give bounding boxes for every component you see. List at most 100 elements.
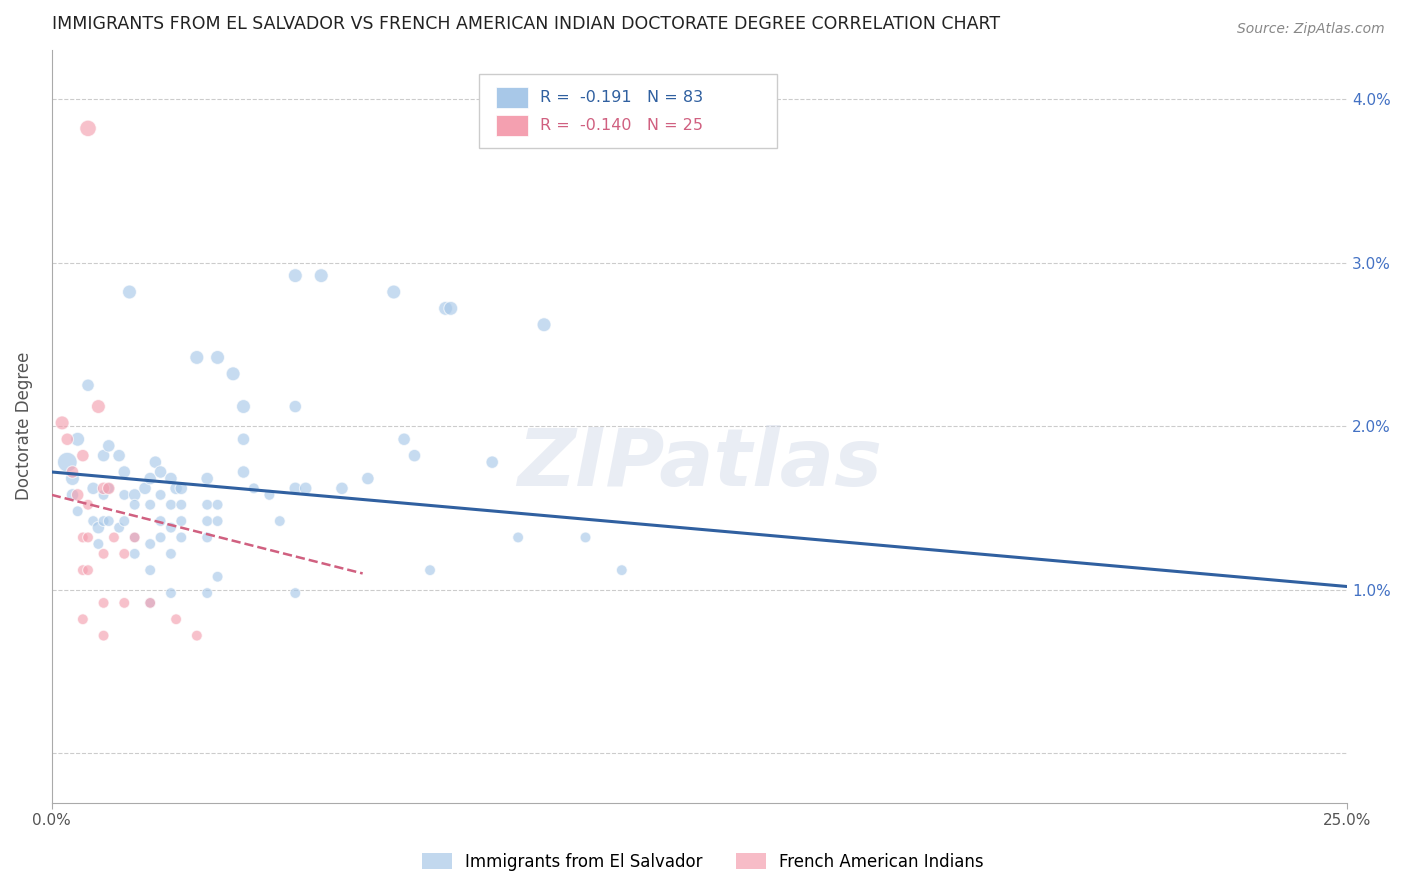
Point	[160, 471, 183, 485]
FancyBboxPatch shape	[496, 87, 529, 108]
Point	[160, 547, 183, 561]
Point	[195, 586, 218, 600]
Point	[112, 488, 135, 502]
Point	[103, 531, 125, 545]
Point	[186, 351, 208, 365]
Point	[112, 465, 135, 479]
Point	[434, 301, 457, 316]
Point	[149, 465, 172, 479]
Point	[160, 586, 183, 600]
Point	[112, 596, 135, 610]
Point	[93, 449, 115, 463]
Point	[222, 367, 245, 381]
Point	[357, 471, 380, 485]
Point	[186, 629, 208, 643]
Point	[284, 481, 307, 495]
Point	[404, 449, 426, 463]
Point	[160, 498, 183, 512]
Point	[195, 514, 218, 528]
Point	[139, 596, 162, 610]
Point	[62, 471, 84, 485]
Point	[93, 514, 115, 528]
Point	[124, 488, 146, 502]
Point	[207, 570, 229, 584]
Point	[72, 612, 94, 626]
Point	[232, 432, 254, 446]
Point	[170, 498, 193, 512]
Point	[330, 481, 353, 495]
Point	[66, 504, 89, 518]
Point	[481, 455, 503, 469]
Point	[139, 563, 162, 577]
Point	[170, 514, 193, 528]
Point	[72, 449, 94, 463]
Point	[139, 498, 162, 512]
Point	[195, 531, 218, 545]
Point	[574, 531, 596, 545]
Point	[72, 563, 94, 577]
FancyBboxPatch shape	[496, 115, 529, 136]
Point	[87, 537, 110, 551]
Point	[97, 514, 120, 528]
Point	[82, 514, 104, 528]
Point	[139, 537, 162, 551]
Point	[124, 531, 146, 545]
Point	[207, 351, 229, 365]
Legend: Immigrants from El Salvador, French American Indians: Immigrants from El Salvador, French Amer…	[413, 845, 993, 880]
Point	[207, 498, 229, 512]
Point	[243, 481, 266, 495]
Point	[170, 531, 193, 545]
Point	[269, 514, 291, 528]
Point	[294, 481, 316, 495]
Point	[77, 498, 100, 512]
Text: ZIPatlas: ZIPatlas	[517, 425, 882, 503]
Point	[62, 488, 84, 502]
Point	[170, 481, 193, 495]
Point	[309, 268, 332, 283]
Point	[134, 481, 156, 495]
Point	[87, 521, 110, 535]
Text: IMMIGRANTS FROM EL SALVADOR VS FRENCH AMERICAN INDIAN DOCTORATE DEGREE CORRELATI: IMMIGRANTS FROM EL SALVADOR VS FRENCH AM…	[52, 15, 1000, 33]
Point	[108, 521, 131, 535]
Point	[419, 563, 441, 577]
Point	[124, 531, 146, 545]
Point	[66, 432, 89, 446]
Point	[259, 488, 281, 502]
Point	[284, 268, 307, 283]
Point	[97, 439, 120, 453]
Point	[118, 285, 141, 299]
Point	[93, 481, 115, 495]
Y-axis label: Doctorate Degree: Doctorate Degree	[15, 352, 32, 500]
Point	[93, 596, 115, 610]
Point	[195, 471, 218, 485]
Point	[62, 465, 84, 479]
Point	[124, 547, 146, 561]
Point	[232, 400, 254, 414]
Point	[87, 400, 110, 414]
Point	[51, 416, 73, 430]
Point	[160, 521, 183, 535]
Point	[165, 481, 187, 495]
Point	[93, 547, 115, 561]
Point	[77, 378, 100, 392]
Point	[149, 514, 172, 528]
Point	[207, 514, 229, 528]
Point	[56, 455, 79, 469]
Point	[77, 531, 100, 545]
Point	[284, 586, 307, 600]
Point	[284, 400, 307, 414]
Point	[195, 498, 218, 512]
Point	[112, 547, 135, 561]
Point	[77, 121, 100, 136]
Point	[139, 596, 162, 610]
Point	[610, 563, 633, 577]
Point	[165, 612, 187, 626]
Point	[72, 531, 94, 545]
Point	[112, 514, 135, 528]
Point	[145, 455, 167, 469]
Point	[232, 465, 254, 479]
Point	[139, 471, 162, 485]
Point	[93, 488, 115, 502]
Point	[149, 531, 172, 545]
Point	[77, 563, 100, 577]
